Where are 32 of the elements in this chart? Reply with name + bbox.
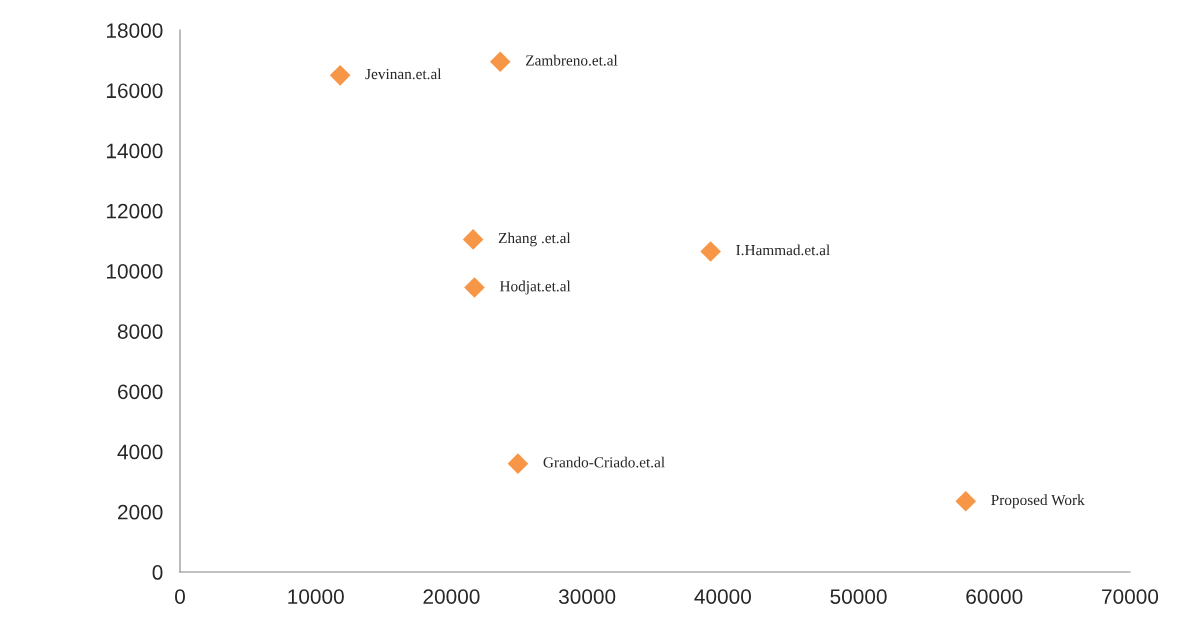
y-tick-label: 12000 (106, 203, 163, 219)
point (464, 277, 485, 298)
annotation: Jevinan.et.al (365, 68, 442, 80)
x-tick-label: 20000 (423, 589, 480, 604)
point (955, 490, 977, 512)
y-tick-label: 18000 (106, 23, 163, 38)
y-tick-label: 14000 (106, 143, 163, 159)
x-tick-label: 0 (175, 589, 185, 604)
y-tick-label: 6000 (118, 384, 163, 400)
point (507, 453, 529, 474)
y-tick-label: 4000 (117, 444, 163, 460)
x-tick-label: 60000 (966, 589, 1023, 604)
x-tick-label: 40000 (694, 589, 751, 604)
x-tick-label: 10000 (288, 589, 344, 604)
annotation: Zambreno.et.al (526, 54, 618, 66)
y-tick-label: 0 (152, 565, 163, 580)
y-tick-label: 16000 (106, 83, 163, 99)
point (462, 229, 484, 250)
y-tick-label: 10000 (106, 264, 163, 279)
annotation: Zhang .et.al (498, 232, 571, 247)
annotation: Proposed Work (991, 494, 1085, 509)
y-tick-label: 8000 (117, 324, 163, 339)
point (489, 51, 511, 73)
y-tick-label: 2000 (118, 504, 163, 520)
x-tick-label: 30000 (558, 589, 616, 604)
annotation: Grando-Criado.et.al (543, 456, 665, 468)
x-tick-label: 50000 (830, 589, 887, 604)
annotation: I.Hammad.et.al (736, 244, 830, 256)
annotation: Hodjat.et.al (499, 280, 571, 295)
point (700, 241, 721, 262)
x-tick-label: 70000 (1102, 589, 1159, 604)
point (329, 65, 351, 86)
